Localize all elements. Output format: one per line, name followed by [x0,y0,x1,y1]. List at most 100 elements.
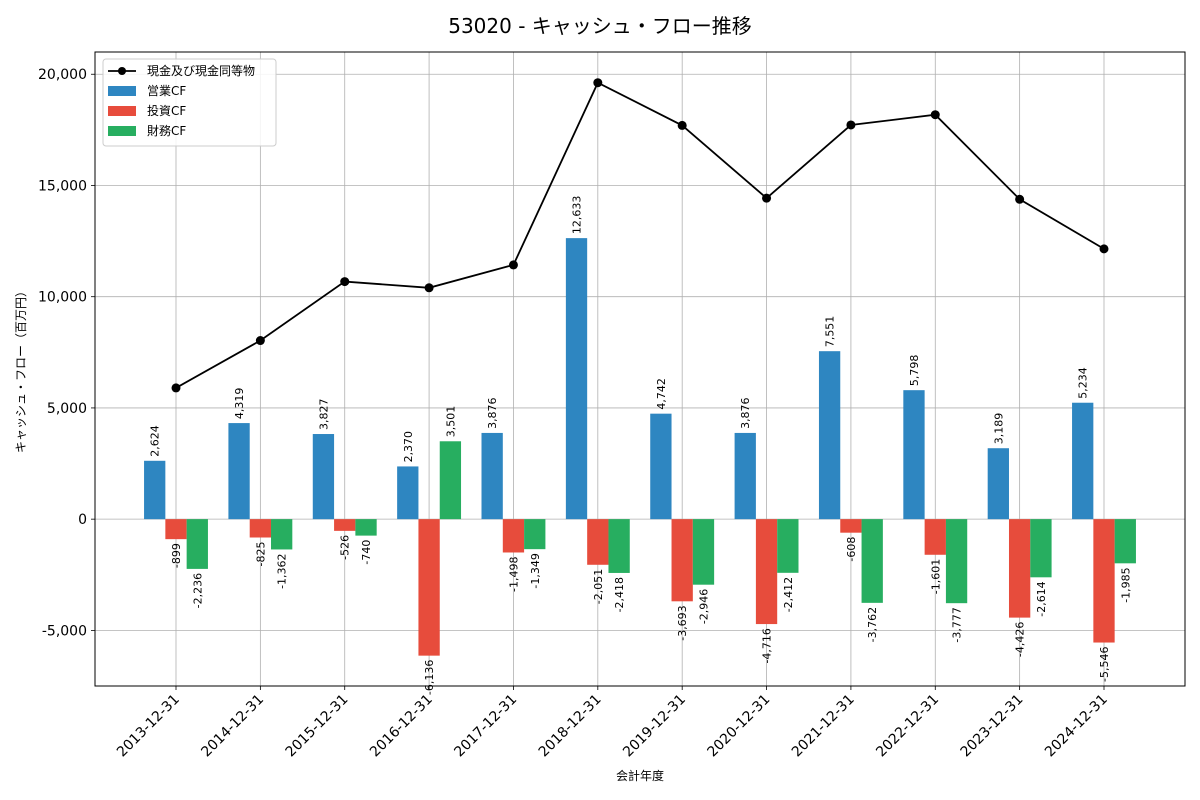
bar-value-label: -6,136 [423,660,436,695]
bar-value-label: -2,614 [1035,581,1048,616]
bar-value-label: -2,236 [191,573,204,608]
legend-swatch [108,126,136,136]
y-axis-label: キャッシュ・フロー（百万円） [14,285,28,453]
bar-value-label: 5,798 [908,355,921,387]
cash-point [677,120,687,130]
x-tick-label: 2021-12-31 [789,692,858,761]
bar-value-label: -2,946 [697,589,710,624]
bar-financing [439,441,462,520]
bar-value-label: 4,319 [233,388,246,420]
bar-value-label: -2,412 [782,577,795,612]
bar-value-label: -3,693 [676,605,689,640]
legend-entry: 投資CF [147,103,186,118]
cash-point [1015,194,1025,204]
cash-point [593,78,603,88]
bar-value-label: -825 [254,542,267,567]
cash-point [171,383,181,393]
bar-financing [777,519,799,573]
x-tick-label: 2024-12-31 [1042,692,1111,761]
y-tick-label: 10,000 [38,290,87,306]
x-axis-label: 会計年度 [616,768,664,783]
bar-investing [1008,519,1031,618]
bar-financing [1114,519,1136,564]
bar-financing [271,519,293,550]
bar-operating [734,432,756,520]
cash-point [846,120,856,130]
bar-value-label: -1,349 [529,553,542,588]
bar-value-label: 2,370 [402,431,415,463]
bar-value-label: 3,876 [486,397,499,429]
bar-investing [755,519,778,625]
cash-point [1099,244,1109,254]
bar-value-label: 3,189 [992,413,1005,445]
legend-box [102,58,277,147]
bar-operating [228,423,250,520]
bar-investing [840,519,862,533]
bar-value-label: -526 [339,535,352,560]
bar-value-label: 3,501 [444,406,457,438]
bar-value-label: -1,498 [507,556,520,591]
y-tick-label: 20,000 [38,67,87,83]
x-tick-label: 2022-12-31 [873,692,942,761]
x-tick-label: 2020-12-31 [705,692,774,761]
x-tick-label: 2013-12-31 [114,692,183,761]
plot-frame [94,51,1186,687]
bar-operating [312,434,335,520]
x-tick-label: 2015-12-31 [283,692,352,761]
bar-value-label: -608 [845,537,858,562]
bar-value-label: -5,546 [1098,647,1111,682]
cash-line-path [175,81,1105,389]
x-tick-label: 2018-12-31 [536,692,605,761]
bar-value-label: -740 [360,540,373,565]
bar-investing [1093,519,1115,643]
bar-investing [671,519,693,602]
bar-value-label: 3,827 [317,399,330,431]
bar-value-label: 4,742 [655,378,668,410]
bar-financing [945,519,968,604]
legend-entry: 現金及び現金同等物 [147,63,255,78]
bar-value-label: 12,633 [571,196,584,235]
bar-investing [587,519,609,565]
bar-financing [355,519,377,536]
bar-investing [334,519,356,531]
bars [144,238,1136,656]
bar-investing [924,519,946,555]
y-tick-label: 0 [78,512,87,528]
bar-operating [903,390,925,520]
x-tick-label: 2019-12-31 [620,692,689,761]
y-tick-label: -5,000 [42,623,87,639]
bar-financing [861,519,883,603]
legend-swatch-marker [118,67,126,75]
bar-value-label: -4,426 [1014,622,1027,657]
legend-swatch [108,86,136,96]
cash-point [508,260,518,270]
bar-value-label: -1,601 [929,559,942,594]
legend-entry: 財務CF [147,123,186,138]
x-tick-label: 2014-12-31 [198,692,267,761]
bar-value-label: -3,777 [951,607,964,642]
bar-operating [481,432,503,520]
bar-operating [144,460,166,520]
cash-point [340,277,350,287]
bar-investing [249,519,272,538]
bar-financing [608,519,630,573]
cash-point [424,283,434,293]
cash-point [255,336,265,346]
bar-value-label: 2,624 [149,425,162,457]
bar-operating [818,351,841,520]
y-tick-label: 5,000 [47,401,87,417]
bar-value-label: -2,051 [592,569,605,604]
bar-value-label: -2,418 [613,577,626,612]
bar-value-label: -4,716 [761,628,774,663]
cash-point [762,193,772,203]
bar-financing [186,519,208,569]
bar-operating [1072,402,1094,520]
chart-title: 53020 - キャッシュ・フロー推移 [448,14,752,38]
cash-line [171,78,1109,393]
bar-value-label: -1,985 [1119,567,1132,602]
bar-value-label: -899 [170,543,183,568]
bar-operating [565,238,588,520]
cash-point [930,110,940,120]
